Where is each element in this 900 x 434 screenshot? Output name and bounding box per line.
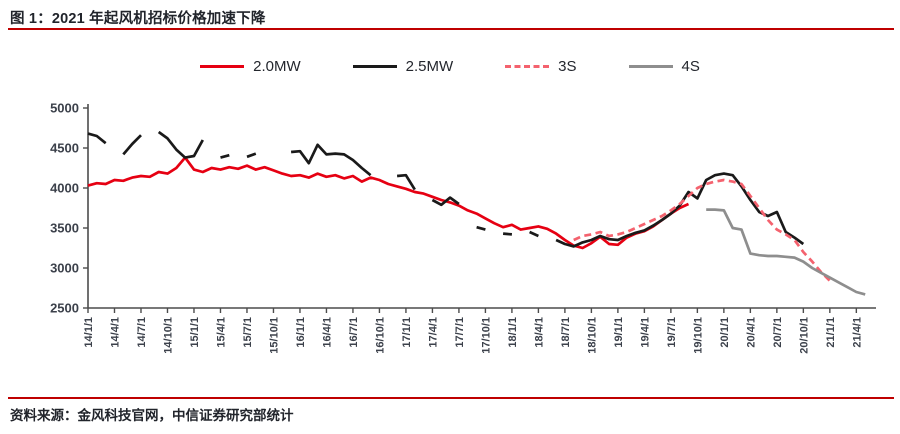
- legend-item-2-5mw: 2.5MW: [352, 58, 454, 75]
- svg-text:20/7/1: 20/7/1: [772, 317, 784, 348]
- svg-text:20/10/1: 20/10/1: [798, 317, 810, 354]
- svg-text:18/1/1: 18/1/1: [507, 317, 519, 348]
- svg-text:18/7/1: 18/7/1: [560, 317, 572, 348]
- legend-label: 3S: [558, 58, 577, 75]
- svg-text:16/10/1: 16/10/1: [374, 317, 386, 354]
- svg-text:17/7/1: 17/7/1: [454, 317, 466, 348]
- svg-text:18/4/1: 18/4/1: [533, 317, 545, 348]
- svg-text:17/1/1: 17/1/1: [401, 317, 413, 348]
- svg-text:18/10/1: 18/10/1: [586, 317, 598, 354]
- svg-text:14/7/1: 14/7/1: [136, 317, 148, 348]
- chart-legend: 2.0MW 2.5MW 3S 4S: [0, 58, 900, 75]
- svg-text:15/7/1: 15/7/1: [242, 317, 254, 348]
- legend-item-4s: 4S: [628, 58, 700, 75]
- legend-line-swatch-pink-dashed: [505, 65, 550, 68]
- svg-text:2500: 2500: [50, 301, 79, 316]
- legend-line-swatch-red: [200, 65, 245, 68]
- legend-label: 2.5MW: [405, 58, 454, 75]
- svg-text:19/1/1: 19/1/1: [613, 317, 625, 348]
- svg-text:21/4/1: 21/4/1: [851, 317, 863, 348]
- svg-text:16/1/1: 16/1/1: [295, 317, 307, 348]
- legend-item-2-0mw: 2.0MW: [200, 58, 301, 75]
- svg-text:17/10/1: 17/10/1: [480, 317, 492, 354]
- legend-label: 4S: [681, 58, 700, 75]
- source-note: 资料来源：金风科技官网，中信证券研究部统计: [10, 408, 294, 423]
- svg-text:4000: 4000: [50, 181, 79, 196]
- svg-text:20/4/1: 20/4/1: [745, 317, 757, 348]
- legend-label: 2.0MW: [253, 58, 301, 75]
- svg-text:5000: 5000: [50, 101, 79, 116]
- svg-text:4500: 4500: [50, 141, 79, 156]
- svg-text:14/10/1: 14/10/1: [162, 317, 174, 354]
- svg-text:17/4/1: 17/4/1: [427, 317, 439, 348]
- svg-text:19/4/1: 19/4/1: [639, 317, 651, 348]
- svg-text:15/10/1: 15/10/1: [268, 317, 280, 354]
- svg-text:15/4/1: 15/4/1: [215, 317, 227, 348]
- svg-text:20/1/1: 20/1/1: [719, 317, 731, 348]
- legend-item-3s: 3S: [505, 58, 577, 75]
- svg-text:3000: 3000: [50, 261, 79, 276]
- svg-text:15/1/1: 15/1/1: [189, 317, 201, 348]
- svg-text:14/4/1: 14/4/1: [109, 317, 121, 348]
- svg-text:14/1/1: 14/1/1: [83, 317, 95, 348]
- svg-text:3500: 3500: [50, 221, 79, 236]
- svg-text:16/4/1: 16/4/1: [321, 317, 333, 348]
- svg-text:21/1/1: 21/1/1: [825, 317, 837, 348]
- source-rule: [8, 397, 894, 399]
- legend-line-swatch-gray: [628, 65, 673, 68]
- price-chart-canvas: 2500 3000 3500 4000 4500 5000 14/1/1 14/4/1 14/7…: [50, 101, 876, 354]
- svg-text:19/10/1: 19/10/1: [692, 317, 704, 354]
- legend-line-swatch-black: [352, 65, 397, 68]
- figure-title: 图 1：2021 年起风机招标价格加速下降: [10, 11, 266, 27]
- price-chart: 2500 3000 3500 4000 4500 5000 14/1/1 14/4/1 14/7…: [0, 92, 900, 392]
- svg-text:19/7/1: 19/7/1: [666, 317, 678, 348]
- svg-text:16/7/1: 16/7/1: [348, 317, 360, 348]
- title-rule: [8, 28, 894, 30]
